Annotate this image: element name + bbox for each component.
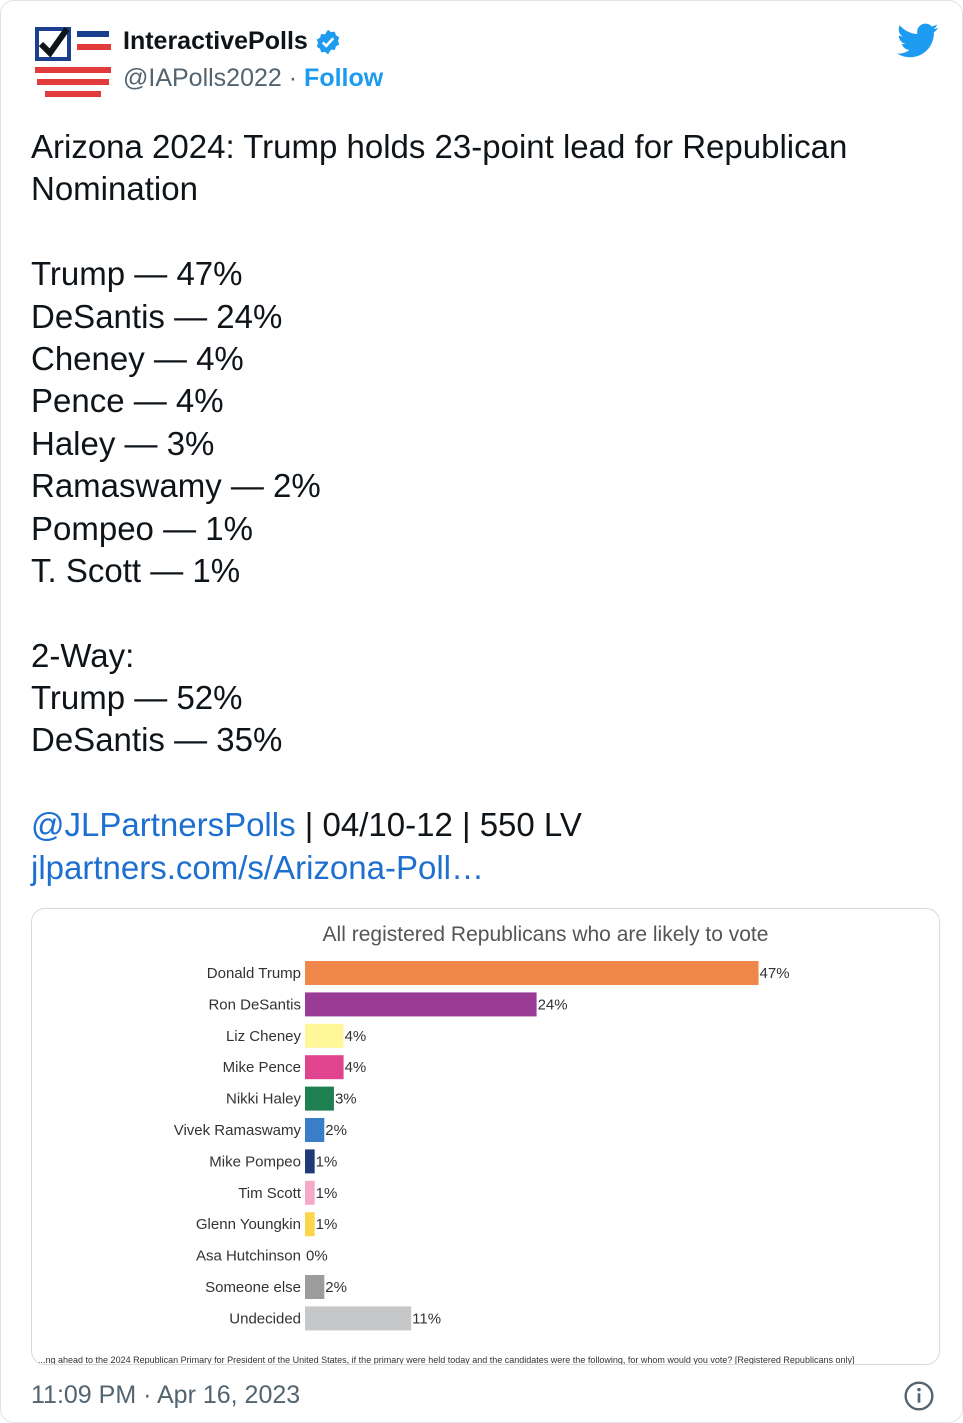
chart-title: All registered Republicans who are likel…	[322, 923, 769, 946]
tweet-line: Ramaswamy — 2%	[31, 467, 321, 505]
bar	[305, 1023, 344, 1048]
bar-value-label: 24%	[538, 996, 568, 1013]
bar-value-label: 4%	[345, 1028, 367, 1045]
bar-category-label: Tim Scott	[238, 1185, 302, 1202]
bar-category-label: Donald Trump	[207, 965, 301, 982]
bar-category-label: Nikki Haley	[226, 1091, 302, 1108]
bar-value-label: 1%	[316, 1153, 338, 1170]
bar-category-label: Undecided	[229, 1310, 301, 1327]
tweet-line: Pompeo — 1%	[31, 509, 253, 547]
tweet-line: Nomination	[31, 170, 198, 208]
tweet-line: Trump — 52%	[31, 679, 243, 717]
separator-dot: ·	[288, 64, 298, 92]
tweet-url-line: jlpartners.com/s/Arizona-Poll…	[31, 847, 931, 889]
bar-value-label: 4%	[345, 1059, 367, 1076]
tweet-body: Arizona 2024: Trump holds 23-point lead …	[31, 126, 931, 889]
bar	[305, 1149, 315, 1174]
bar	[305, 1086, 334, 1111]
poll-url-link[interactable]: jlpartners.com/s/Arizona-Poll…	[31, 848, 484, 886]
info-icon[interactable]	[903, 1380, 935, 1412]
bar-category-label: Mike Pompeo	[209, 1153, 301, 1170]
bar-category-label: Someone else	[205, 1279, 301, 1296]
bar-category-label: Mike Pence	[223, 1059, 301, 1076]
chart-footnote: ...ng ahead to the 2024 Republican Prima…	[38, 1355, 855, 1365]
follow-button[interactable]: Follow	[304, 64, 384, 92]
tweet-line: DeSantis — 35%	[31, 721, 283, 759]
attached-chart-image[interactable]: All registered Republicans who are likel…	[31, 908, 940, 1365]
bar	[305, 1055, 344, 1080]
mention-link[interactable]: @JLPartnersPolls	[31, 806, 296, 844]
bar	[305, 1212, 315, 1237]
tweet-line: Pence — 4%	[31, 382, 224, 420]
tweet-line: Haley — 3%	[31, 424, 215, 462]
bar-category-label: Ron DeSantis	[208, 996, 301, 1013]
bar	[305, 1306, 412, 1331]
bar-category-label: Liz Cheney	[226, 1028, 302, 1045]
twitter-bird-icon[interactable]	[897, 23, 939, 59]
tweet-line: Arizona 2024: Trump holds 23-point lead …	[31, 128, 848, 165]
tweet-line: Cheney — 4%	[31, 339, 244, 377]
bar-value-label: 3%	[335, 1091, 357, 1108]
bar-category-label: Asa Hutchinson	[196, 1248, 301, 1265]
bar-value-label: 11%	[412, 1310, 441, 1327]
tweet-line: 2-Way:	[31, 636, 135, 674]
bar-value-label: 47%	[760, 965, 790, 982]
tweet-line	[31, 762, 931, 804]
bar	[305, 992, 537, 1017]
bar-value-label: 2%	[325, 1279, 347, 1296]
bar-value-label: 1%	[316, 1216, 338, 1233]
tweet-timestamp[interactable]: 11:09 PM · Apr 16, 2023	[31, 1381, 301, 1409]
tweet-source-line: @JLPartnersPolls | 04/10-12 | 550 LV	[31, 804, 931, 846]
verified-badge-icon	[316, 29, 340, 54]
bar	[305, 1118, 325, 1142]
bar	[305, 1275, 325, 1299]
bar	[305, 961, 759, 985]
author-display-name[interactable]: InteractivePolls	[123, 27, 308, 55]
bar-value-label: 2%	[325, 1122, 347, 1139]
bar-value-label: 0%	[306, 1248, 328, 1265]
tweet-line	[31, 592, 931, 634]
avatar[interactable]	[31, 19, 113, 103]
author-handle[interactable]: @IAPolls2022	[123, 64, 282, 92]
tweet-line	[31, 211, 931, 253]
tweet-line: Trump — 47%	[31, 255, 243, 293]
poll-meta: | 04/10-12 | 550 LV	[295, 806, 582, 844]
bar	[305, 1180, 315, 1205]
bar-category-label: Vivek Ramaswamy	[174, 1122, 302, 1139]
tweet-line: DeSantis — 24%	[31, 297, 283, 335]
bar-chart: Donald Trump 47% Ron DeSantis 24% Liz Cheney…	[174, 961, 790, 1331]
bar-value-label: 1%	[316, 1185, 338, 1202]
tweet-line: T. Scott — 1%	[31, 551, 241, 589]
bar-category-label: Glenn Youngkin	[196, 1216, 301, 1233]
